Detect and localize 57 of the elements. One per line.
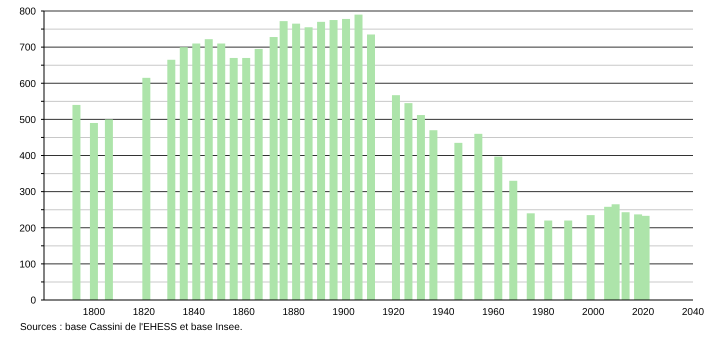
bar [526,213,535,300]
source-note: Sources : base Cassini de l'EHESS et base Insee. [20,322,243,333]
bar [342,18,350,300]
bar [392,95,400,300]
x-tick-label: 1800 [82,307,106,318]
bar [622,212,630,300]
y-tick-label: 100 [19,259,36,270]
bar [230,58,238,300]
bar [404,103,412,300]
y-tick-label: 300 [19,187,36,198]
bar [416,115,425,300]
bar [242,58,250,300]
x-tick-label: 1840 [182,307,206,318]
bar [292,24,300,300]
x-tick-label: 1920 [382,307,406,318]
bar [217,44,226,300]
bar [104,119,113,300]
bar [192,44,200,300]
y-tick-label: 600 [19,78,36,90]
bar [304,27,313,300]
y-tick-label: 800 [19,6,36,18]
y-tick-label: 0 [30,296,36,306]
y-tick-label: 200 [19,223,36,234]
bar [72,104,80,300]
bar [474,134,482,300]
bar [180,47,188,300]
bar [544,220,552,300]
bar [270,37,278,300]
bar [142,78,150,300]
bar [564,220,572,300]
bar [90,122,98,300]
bar [454,142,462,300]
bar [280,21,288,300]
y-tick-label: 500 [19,114,36,126]
bar [586,215,595,300]
x-tick-label: 1980 [532,307,555,318]
bar [254,48,263,300]
bar [317,22,326,300]
bar [494,156,502,300]
x-tick-label: 2040 [682,307,705,318]
bar [366,34,375,300]
y-tick-label: 700 [19,42,36,54]
bar [429,130,438,300]
y-tick-label: 400 [19,151,36,162]
bar [509,180,518,300]
x-tick-label: 1860 [232,307,256,318]
x-tick-label: 1940 [432,307,455,318]
x-tick-label: 1880 [282,307,306,318]
x-tick-label: 1960 [482,307,505,318]
bar [330,20,338,300]
bar [167,60,176,300]
bar [204,39,213,300]
x-tick-label: 1820 [132,307,156,318]
x-tick-label: 1900 [332,307,356,318]
bar [354,14,363,300]
x-tick-label: 2020 [632,307,655,318]
x-tick-label: 2000 [582,307,605,318]
